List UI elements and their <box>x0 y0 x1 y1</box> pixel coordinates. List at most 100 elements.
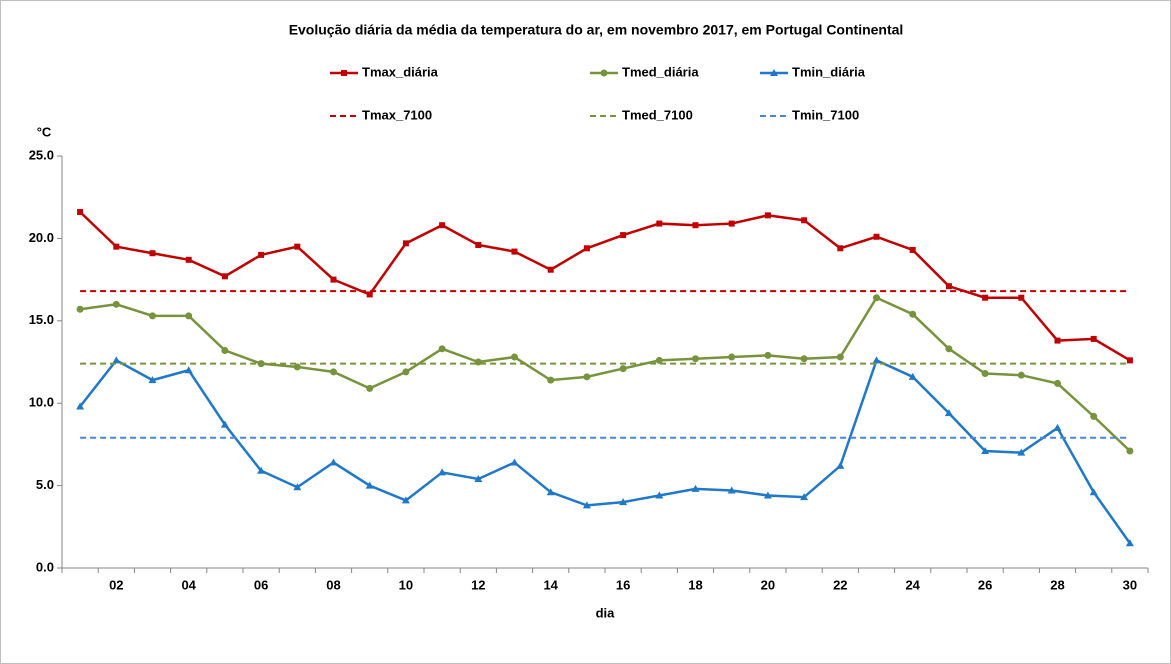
marker <box>184 366 193 374</box>
legend-label: Tmed_diária <box>622 64 699 79</box>
x-tick-label: 26 <box>978 577 992 592</box>
marker <box>909 246 916 253</box>
marker <box>1054 379 1061 387</box>
x-tick-label: 14 <box>543 577 558 592</box>
x-tick-label: 18 <box>688 577 702 592</box>
legend-marker <box>600 69 608 77</box>
marker <box>474 475 483 483</box>
marker <box>366 291 373 298</box>
marker <box>945 283 952 290</box>
marker <box>438 345 446 353</box>
marker <box>401 496 410 504</box>
marker <box>981 370 989 378</box>
marker <box>329 458 338 466</box>
marker <box>583 245 590 252</box>
marker <box>185 256 192 263</box>
marker <box>475 241 482 248</box>
y-tick-label: 25.0 <box>29 147 54 162</box>
x-tick-label: 24 <box>905 577 920 592</box>
legend-label: Tmin_diária <box>792 64 866 79</box>
marker <box>691 484 700 492</box>
x-tick-label: 06 <box>254 577 268 592</box>
legend-label: Tmax_diária <box>362 64 439 79</box>
marker <box>112 300 120 308</box>
marker <box>149 250 156 257</box>
marker <box>546 488 555 496</box>
y-tick-label: 20.0 <box>29 230 54 245</box>
marker <box>511 248 518 255</box>
marker <box>800 355 808 363</box>
marker <box>728 353 736 361</box>
chart-title: Evolução diária da média da temperatura … <box>289 22 904 38</box>
marker <box>547 266 554 273</box>
marker <box>402 368 410 376</box>
legend-label: Tmed_7100 <box>622 107 693 122</box>
x-axis-label: dia <box>596 605 616 620</box>
marker <box>366 384 374 392</box>
marker <box>112 356 121 364</box>
marker <box>692 222 699 229</box>
marker <box>909 310 917 318</box>
y-tick-label: 0.0 <box>36 559 54 574</box>
marker <box>836 353 844 361</box>
marker <box>149 312 156 320</box>
marker <box>221 273 228 280</box>
x-tick-label: 22 <box>833 577 847 592</box>
marker <box>1018 294 1025 301</box>
marker <box>800 493 809 501</box>
marker <box>764 212 771 219</box>
series-line <box>79 296 1131 452</box>
marker <box>1090 412 1098 420</box>
marker <box>294 243 301 250</box>
marker <box>656 220 663 227</box>
marker <box>510 458 519 466</box>
marker <box>1125 539 1134 547</box>
marker <box>511 353 518 361</box>
marker <box>113 243 120 250</box>
marker <box>1126 447 1134 455</box>
marker <box>655 356 663 364</box>
marker <box>221 346 229 354</box>
marker <box>547 376 555 384</box>
marker <box>619 365 627 373</box>
marker <box>873 233 880 240</box>
marker <box>945 345 953 353</box>
marker <box>365 481 374 489</box>
marker <box>583 373 591 381</box>
y-axis-label: °C <box>37 124 52 139</box>
marker <box>330 276 337 283</box>
marker <box>402 240 409 247</box>
marker <box>1090 335 1097 342</box>
legend-marker <box>341 70 347 76</box>
marker <box>257 466 266 474</box>
marker <box>1053 423 1062 431</box>
series-line <box>79 358 1131 545</box>
legend-label: Tmin_7100 <box>792 107 859 122</box>
marker <box>619 498 628 506</box>
x-tick-label: 20 <box>761 577 775 592</box>
marker <box>148 376 157 384</box>
marker <box>837 245 844 252</box>
marker <box>836 461 845 469</box>
legend-label: Tmax_7100 <box>362 107 432 122</box>
legend-marker <box>770 69 778 76</box>
x-tick-label: 12 <box>471 577 485 592</box>
marker <box>438 468 447 476</box>
y-tick-label: 10.0 <box>29 395 54 410</box>
marker <box>258 251 265 258</box>
x-tick-label: 30 <box>1123 577 1137 592</box>
marker <box>1089 488 1098 496</box>
marker <box>801 217 808 224</box>
marker <box>655 491 664 499</box>
marker <box>330 368 337 376</box>
marker <box>728 220 735 227</box>
marker <box>293 363 301 371</box>
marker <box>727 486 736 494</box>
marker <box>77 209 84 216</box>
marker <box>474 358 482 366</box>
marker <box>981 446 990 454</box>
marker <box>293 483 302 491</box>
marker <box>220 420 229 428</box>
x-tick-label: 10 <box>399 577 413 592</box>
